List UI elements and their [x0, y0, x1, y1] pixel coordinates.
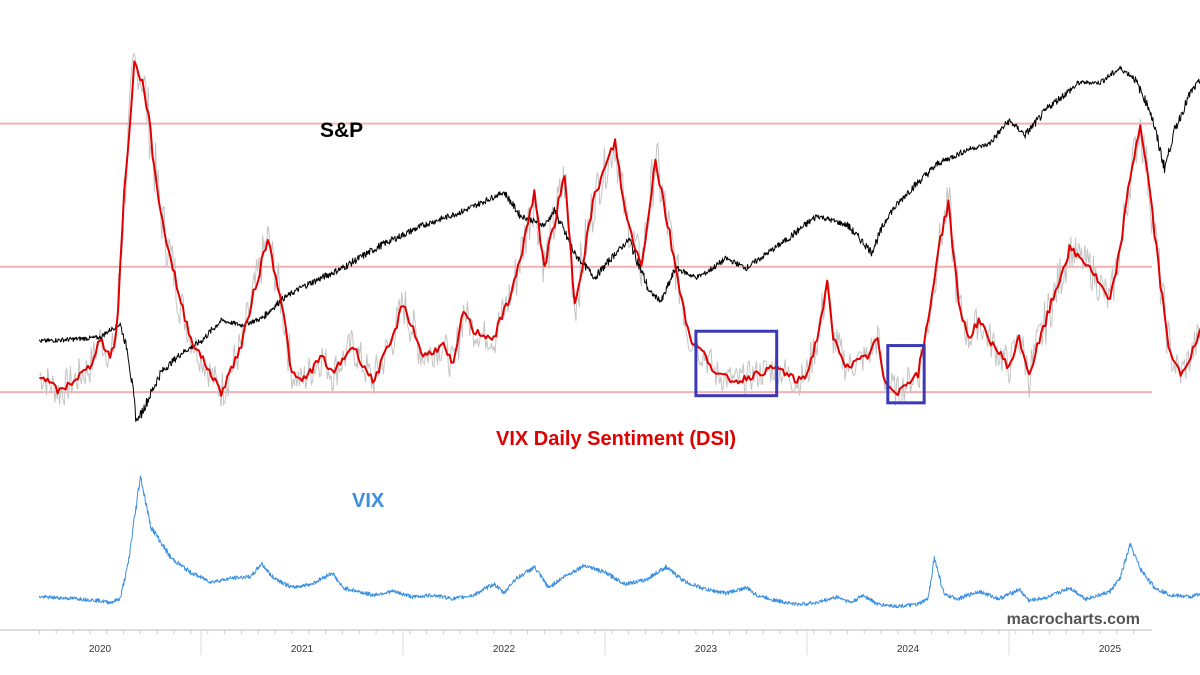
- sp-series-label: S&P: [320, 119, 363, 142]
- x-tick-label-2025: 2025: [1099, 644, 1122, 655]
- annotation-boxes: [694, 329, 926, 405]
- x-tick-label-2023: 2023: [695, 644, 718, 655]
- x-tick-label-2020: 2020: [89, 644, 112, 655]
- dsi-raw-line: [39, 52, 1200, 407]
- dsi-raw-layer: [39, 52, 1200, 407]
- vix-line: [38, 475, 1200, 609]
- sp-line: [38, 65, 1200, 422]
- dsi-line: [39, 60, 1200, 397]
- watermark: macrocharts.com: [1007, 611, 1140, 628]
- x-axis: 2020 2021 2022 2023 2024 2025: [0, 629, 1152, 655]
- highlight-box-1: [694, 329, 779, 398]
- dsi-reference-lines: [0, 122, 1152, 394]
- x-tick-label-2021: 2021: [291, 644, 314, 655]
- highlight-box-2: [886, 344, 926, 405]
- x-tick-label-2022: 2022: [493, 644, 516, 655]
- series-layer: [38, 60, 1200, 609]
- dsi-series-label: VIX Daily Sentiment (DSI): [496, 428, 736, 450]
- vix-series-label: VIX: [352, 490, 385, 512]
- x-tick-label-2024: 2024: [897, 644, 920, 655]
